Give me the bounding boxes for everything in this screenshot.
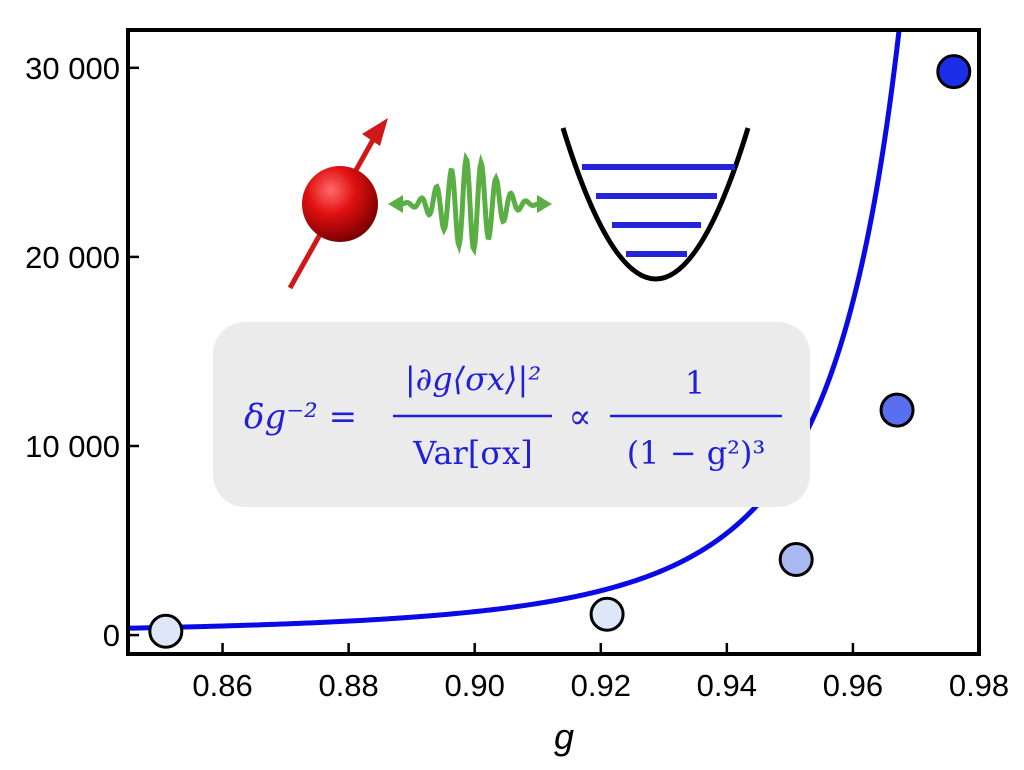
- x-tick-label: 0.94: [697, 668, 757, 703]
- formula-annotation: δg⁻² = |∂g⟨σx⟩|² Var[σx] ∝ 1 (1 − g²)³: [213, 322, 810, 507]
- x-tick-label: 0.92: [571, 668, 631, 703]
- spin-sphere-icon: [302, 166, 378, 242]
- formula-lhs: δg⁻² =: [244, 397, 357, 437]
- formula-background: [213, 322, 810, 507]
- x-tick-label: 0.98: [949, 668, 1009, 703]
- x-tick-label: 0.90: [445, 668, 505, 703]
- plot-frame: [126, 28, 981, 656]
- data-points: [148, 54, 972, 649]
- y-tick-label: 30 000: [25, 51, 120, 86]
- fit-curve-line: [128, 30, 902, 631]
- y-tick-label: 0: [103, 618, 120, 653]
- x-tick-label: 0.88: [318, 668, 378, 703]
- formula-rhs-denominator: (1 − g²)³: [627, 434, 766, 472]
- x-tick-label: 0.86: [192, 668, 252, 703]
- x-axis-title: g: [554, 716, 574, 757]
- formula-rhs-numerator: 1: [685, 364, 705, 402]
- data-point: [589, 596, 625, 632]
- data-point: [778, 541, 814, 577]
- y-axis-ticks: 0 10 000 20 000 30 000: [25, 51, 139, 653]
- x-tick-label: 0.96: [823, 668, 883, 703]
- inset-illustration: [287, 118, 751, 290]
- y-tick-label: 10 000: [25, 429, 120, 464]
- y-tick-label: 20 000: [25, 240, 120, 275]
- data-point: [879, 392, 915, 428]
- photon-wave-icon: [388, 151, 552, 257]
- data-point: [936, 54, 972, 90]
- data-point: [148, 613, 184, 649]
- harmonic-oscillator-icon: [560, 127, 751, 282]
- formula-relation: ∝: [568, 397, 591, 437]
- formula-denominator: Var[σx]: [412, 434, 532, 472]
- x-axis-ticks: 0.86 0.88 0.90 0.92 0.94 0.96 0.98: [192, 643, 1009, 703]
- formula-numerator: |∂g⟨σx⟩|²: [405, 360, 541, 398]
